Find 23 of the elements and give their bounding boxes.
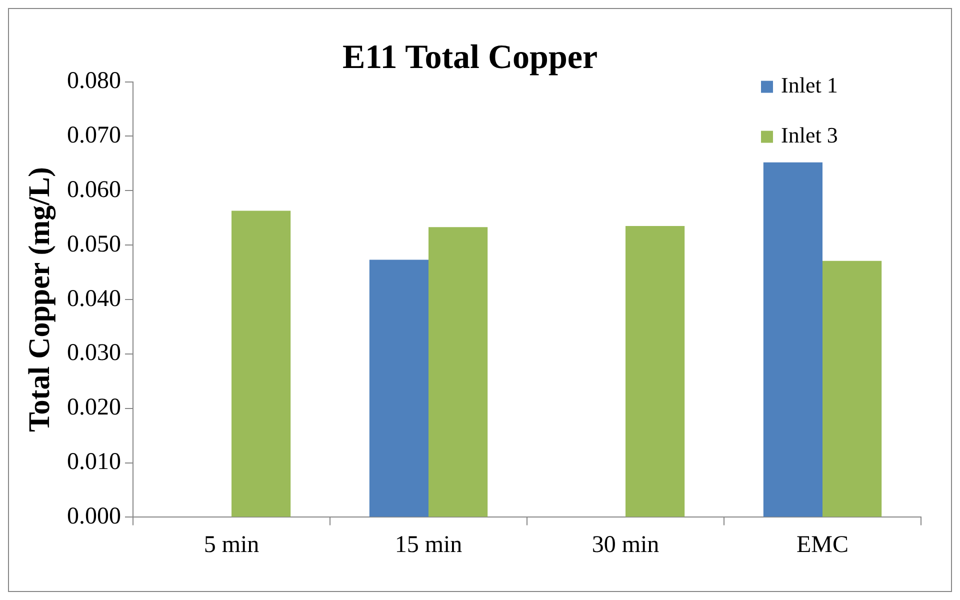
chart-title: E11 Total Copper	[342, 39, 598, 76]
legend-label: Inlet 1	[781, 72, 838, 98]
y-tick-label: 0.010	[67, 449, 121, 476]
y-tick-label: 0.020	[67, 394, 121, 421]
y-tick-label: 0.000	[67, 503, 121, 530]
x-tick-label: 15 min	[394, 532, 462, 558]
x-tick-label: 5 min	[204, 532, 260, 558]
bar	[428, 227, 488, 517]
y-tick-label: 0.040	[67, 286, 121, 312]
y-tick-label: 0.050	[67, 231, 121, 258]
y-tick-label: 0.070	[67, 122, 121, 149]
bar	[763, 162, 822, 517]
bar	[822, 260, 882, 517]
bar	[626, 226, 685, 517]
y-axis-title: Total Copper (mg/L)	[22, 166, 56, 432]
x-tick-label: EMC	[796, 532, 849, 558]
bar	[232, 210, 291, 517]
y-tick-label: 0.060	[67, 176, 121, 203]
legend-label: Inlet 3	[781, 122, 838, 148]
x-tick-label: 30 min	[592, 532, 660, 558]
bar	[369, 260, 428, 517]
y-tick-label: 0.030	[67, 340, 121, 366]
y-tick-label: 0.080	[67, 68, 121, 94]
